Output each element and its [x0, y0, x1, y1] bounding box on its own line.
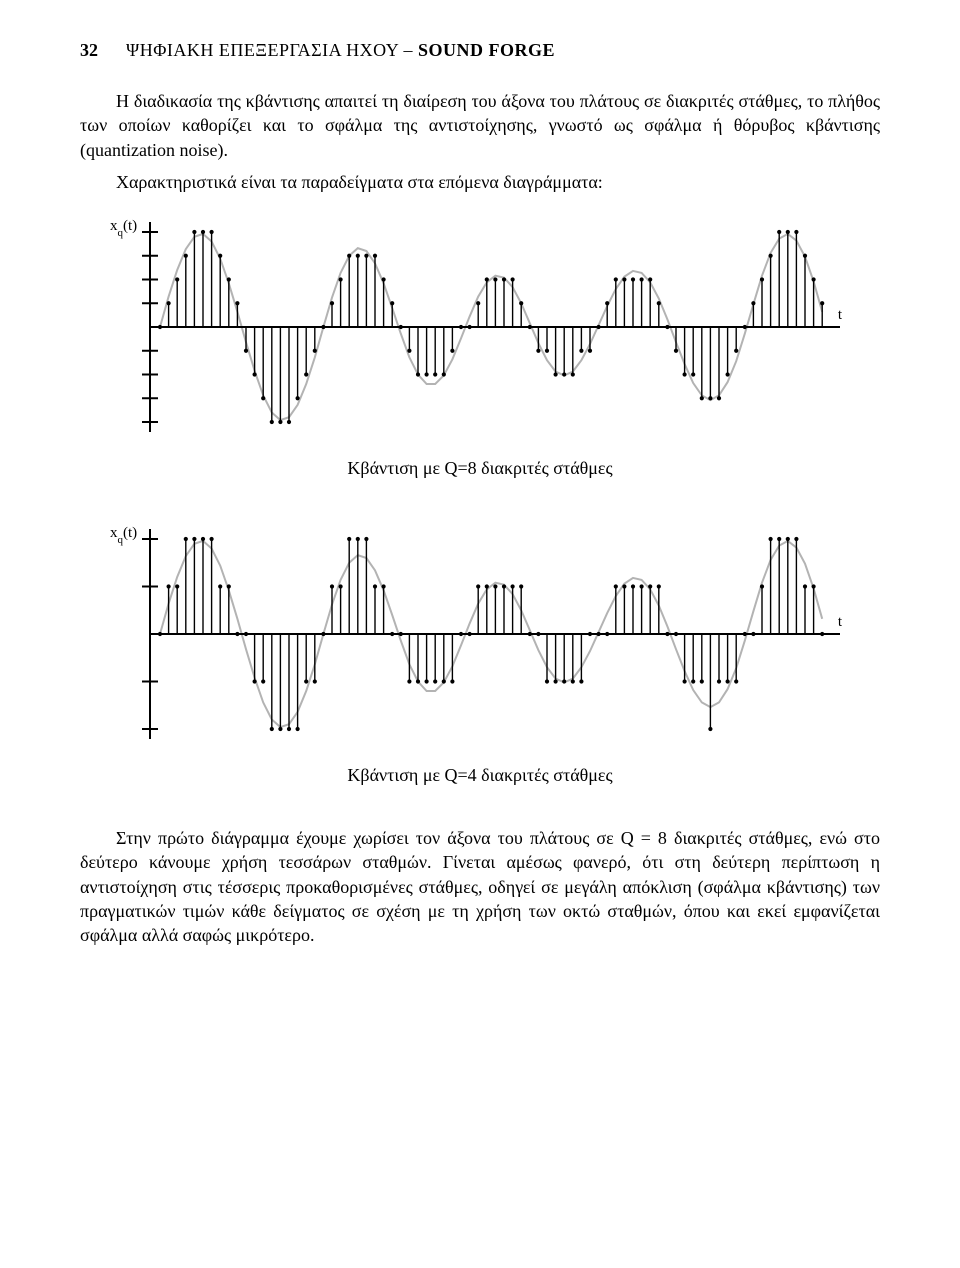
- header-title: ΨΗΦΙΑΚΗ ΕΠΕΞΕΡΓΑΣΙΑ ΗΧΟΥ – SOUND FORGE: [126, 40, 555, 61]
- page-number: 32: [80, 40, 98, 61]
- chart-1-wrap: xq(t) t: [80, 212, 880, 442]
- caption-1: Κβάντιση με Q=8 διακριτές στάθμες: [80, 458, 880, 479]
- svg-text:xq(t): xq(t): [110, 525, 137, 546]
- page-header: 32 ΨΗΦΙΑΚΗ ΕΠΕΞΕΡΓΑΣΙΑ ΗΧΟΥ – SOUND FORG…: [80, 40, 880, 61]
- svg-text:t: t: [838, 614, 843, 630]
- quantization-chart-q4: xq(t) t: [110, 519, 850, 749]
- svg-text:t: t: [838, 307, 843, 323]
- paragraph-3: Στην πρώτο διάγραμμα έχουμε χωρίσει τον …: [80, 826, 880, 947]
- svg-text:xq(t): xq(t): [110, 218, 137, 239]
- chart-2-wrap: xq(t) t: [80, 519, 880, 749]
- header-title-bold: SOUND FORGE: [418, 40, 555, 60]
- quantization-chart-q8: xq(t) t: [110, 212, 850, 442]
- caption-2: Κβάντιση με Q=4 διακριτές στάθμες: [80, 765, 880, 786]
- paragraph-1: Η διαδικασία της κβάντισης απαιτεί τη δι…: [80, 89, 880, 162]
- paragraph-2: Χαρακτηριστικά είναι τα παραδείγματα στα…: [80, 170, 880, 194]
- header-title-plain: ΨΗΦΙΑΚΗ ΕΠΕΞΕΡΓΑΣΙΑ ΗΧΟΥ –: [126, 40, 418, 60]
